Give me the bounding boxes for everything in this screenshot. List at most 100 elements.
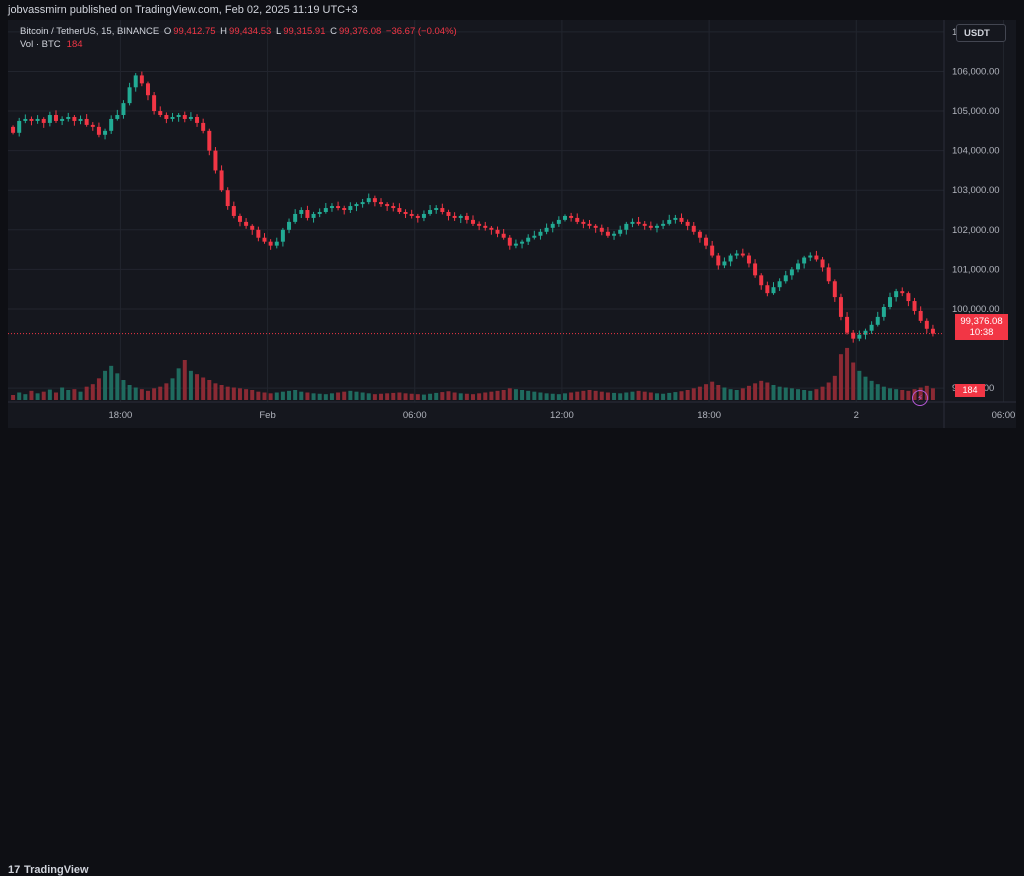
currency-button[interactable]: USDT [956,24,1006,42]
volume-bar [152,388,157,400]
candle-body [47,115,52,123]
candle-body [477,223,482,226]
volume-bar [593,390,598,400]
volume-bar [771,385,776,400]
volume-bar [642,391,647,400]
low-value: 99,315.91 [283,26,326,37]
volume-bar [832,375,837,400]
volume-bar [808,390,813,400]
candle-body [109,118,114,131]
volume-bar [452,392,457,400]
candle-body [507,237,512,246]
time-tick-label: 18:00 [108,410,132,421]
volume-bar [305,392,310,400]
candle-body [728,255,733,262]
lightning-icon[interactable]: ⚡ [912,390,928,406]
volume-bar [471,394,475,400]
candle-body [679,217,684,222]
volume-bar [385,393,390,400]
candle-body [593,225,598,228]
candle-body [348,206,353,211]
time-tick-label: 06:00 [992,410,1016,421]
candle-body [538,231,543,236]
candle-body [274,241,279,246]
price-tick-label: 105,000.00 [952,106,1000,117]
candle-body [771,287,776,294]
candle-body [759,275,764,286]
volume-bar [716,385,721,400]
candle-body [581,221,586,224]
ohlc-legend: Bitcoin / TetherUS, 15, BINANCE O 99,412.… [20,26,459,37]
volume-bar [84,386,89,400]
candle-body [483,225,488,228]
candle-body [691,225,696,232]
volume-bar [72,389,77,400]
candle-body [562,215,567,220]
candle-body [832,281,837,298]
volume-bar [618,393,623,400]
price-tick-label: 100,000.00 [952,304,1000,315]
volume-bar [17,392,22,400]
volume-bar [654,393,659,400]
volume-bar [765,382,770,400]
volume-bar [458,393,463,400]
candle-body [354,204,359,207]
volume-bar [612,392,617,400]
volume-bar [29,390,34,400]
volume-bar [569,392,574,400]
candle-body [323,208,328,212]
open-label: O [163,26,172,37]
candle-body [495,229,500,234]
volume-bar [311,393,316,400]
volume-bar [507,388,512,400]
volume-bar [366,393,371,400]
volume-bar [894,389,899,400]
candle-body [648,225,653,228]
volume-bar [697,386,702,400]
volume-bar [329,393,334,400]
volume-bar [287,390,292,400]
volume-bar [875,384,880,400]
candle-body [397,208,402,212]
volume-bar [109,365,114,400]
publisher-text: jobvassmirn published on TradingView.com… [8,4,358,16]
volume-bar [691,388,696,400]
candle-body [471,219,475,224]
candle-body [127,87,132,104]
volume-bar [740,388,745,400]
candle-layer [11,71,935,343]
candle-body [900,291,905,294]
candle-body [440,208,445,212]
volume-bar [237,388,242,400]
volume-bar [814,389,819,400]
candle-body [501,233,506,238]
candle-body [317,211,322,214]
candle-body [219,170,224,191]
volume-bar [336,392,341,400]
volume-bar [667,392,672,400]
volume-bar [783,387,788,400]
volume-bar [605,392,610,400]
volume-bar [348,390,353,400]
volume-bar [483,392,488,400]
volume-bar [679,391,684,400]
price-chart[interactable]: 101,000.00 106,000.00 105,000.00 104,000.00… [8,20,1016,428]
candle-body [372,198,377,203]
tradingview-brand[interactable]: 17 TradingView [8,864,89,876]
chart-area[interactable]: 101,000.00 106,000.00 105,000.00 104,000.00… [8,20,1016,428]
volume-bar [538,392,543,400]
candle-body [851,332,856,339]
candle-body [924,320,929,329]
volume-bar [477,393,482,400]
volume-bar [250,390,255,400]
candle-body [863,330,868,335]
candle-body [195,116,200,123]
publisher-header: jobvassmirn published on TradingView.com… [0,0,1024,20]
volume-bar [244,389,249,400]
candle-body [164,115,169,119]
candle-body [838,297,843,317]
candle-body [305,210,310,218]
volume-bar [409,393,414,400]
volume-bar [759,380,764,400]
volume-bar [35,393,40,400]
